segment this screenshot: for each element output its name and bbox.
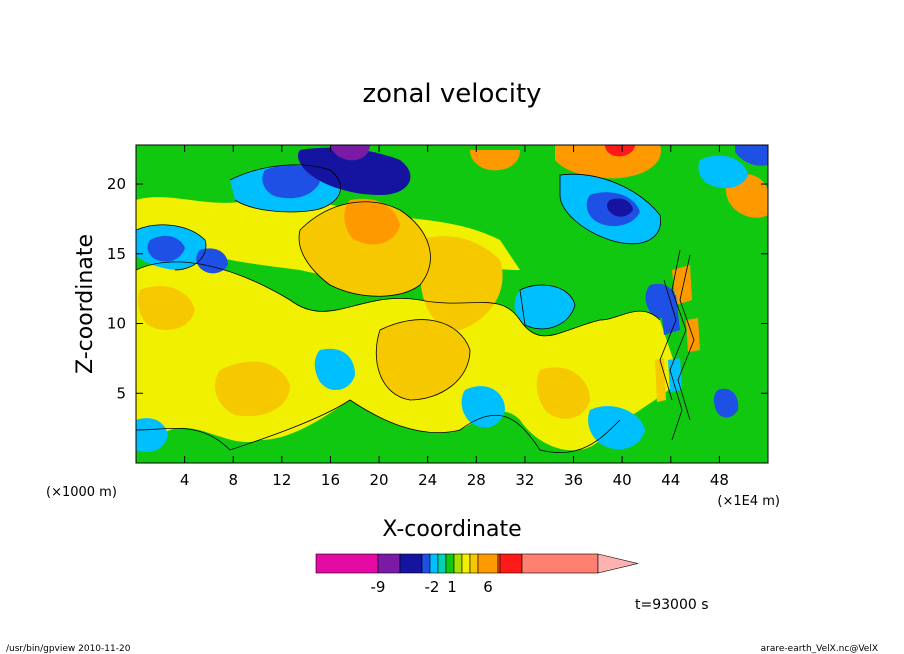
y-axis: 5 10 15 20 <box>107 175 768 402</box>
x-tick-label: 36 <box>564 471 583 489</box>
y-tick-label: 5 <box>116 384 126 402</box>
x-tick-label: 44 <box>661 471 680 489</box>
x-tick-label: 8 <box>228 471 238 489</box>
colorbar-segment <box>421 553 431 574</box>
colorbar-segment <box>453 553 463 574</box>
y-axis-label: Z-coordinate <box>73 234 98 374</box>
colorbar-segment <box>377 553 401 574</box>
colorbar-segment <box>399 553 423 574</box>
x-tick-label: 48 <box>710 471 729 489</box>
x-tick-label: 20 <box>370 471 389 489</box>
x-tick-label: 40 <box>613 471 632 489</box>
colorbar-label: 1 <box>447 578 457 596</box>
colorbar-segment <box>477 553 499 574</box>
x-tick-label: 16 <box>321 471 340 489</box>
colorbar-segment <box>499 553 523 574</box>
colorbar-label: -9 <box>371 578 386 596</box>
colorbar-label: 6 <box>483 578 493 596</box>
colorbar-arrow <box>597 553 639 574</box>
x-tick-label: 12 <box>272 471 291 489</box>
footer-right: arare-earth_VelX.nc@VelX <box>761 644 878 654</box>
x-tick-label: 4 <box>180 471 190 489</box>
colorbar-segment <box>437 553 447 574</box>
x-tick-label: 32 <box>515 471 534 489</box>
footer-left: /usr/bin/gpview 2010-11-20 <box>6 644 131 654</box>
plot-frame <box>135 144 769 464</box>
y-tick-label: 20 <box>107 175 126 193</box>
colorbar-segment <box>461 553 471 574</box>
x-unit-left-label: (×1000 m) <box>46 485 117 500</box>
x-axis: 4 8 12 16 20 24 28 32 36 40 44 48 <box>180 145 729 489</box>
colorbar-segment <box>469 553 479 574</box>
velocity-field <box>136 145 768 463</box>
colorbar: -9 -2 1 6 <box>315 553 639 596</box>
colorbar-label: -2 <box>425 578 440 596</box>
x-tick-label: 28 <box>467 471 486 489</box>
y-tick-label: 15 <box>107 245 126 263</box>
x-unit-right-label: (×1E4 m) <box>717 494 780 509</box>
chart-title: zonal velocity <box>362 79 541 109</box>
colorbar-segment <box>315 553 379 574</box>
colorbar-segment <box>521 553 599 574</box>
y-tick-label: 10 <box>107 315 126 333</box>
x-tick-label: 24 <box>418 471 437 489</box>
x-axis-label: X-coordinate <box>382 517 521 542</box>
colorbar-segment <box>445 553 455 574</box>
colorbar-segment <box>429 553 439 574</box>
time-label: t=93000 s <box>635 597 709 613</box>
